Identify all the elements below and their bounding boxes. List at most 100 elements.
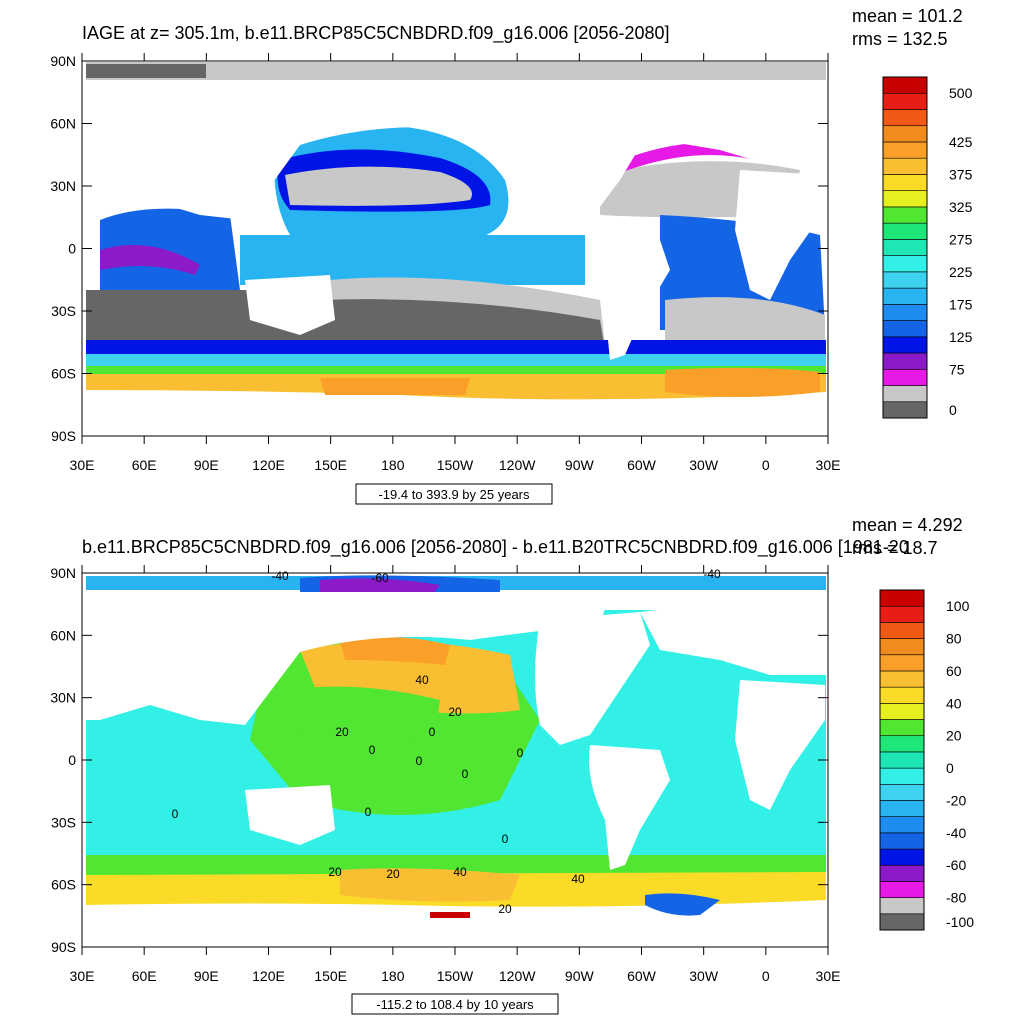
x-tick-label: 60W	[627, 457, 657, 473]
panel-2-x-axis: 30E 60E 90E 120E 150E 180 150W 120W 90W 60W 30W 0 30…	[70, 565, 841, 984]
y-tick-label: 90S	[51, 428, 76, 444]
x-tick-label: 60W	[627, 968, 657, 984]
colorbar-frame	[882, 76, 928, 419]
land-australia	[245, 275, 335, 335]
colorbar-swatch	[879, 848, 925, 866]
land-africa	[735, 170, 825, 300]
panel-1: IAGE at z= 305.1m, b.e11.BRCP85C5CNBDRD.…	[50, 6, 973, 505]
contour-label: 0	[462, 767, 469, 781]
contour-label: 20	[448, 705, 462, 719]
land-europe	[640, 80, 826, 165]
contour-label: 20	[335, 725, 349, 739]
ross-hot	[430, 912, 470, 918]
colorbar-swatch	[882, 320, 928, 338]
colorbar-swatch	[879, 703, 925, 720]
colorbar-label: 100	[946, 598, 970, 614]
colorbar-label: 275	[949, 231, 973, 247]
y-tick-label: 30S	[51, 303, 76, 319]
colorbar-swatch	[882, 239, 928, 256]
land-north-america	[506, 100, 650, 235]
colorbar-label: 175	[949, 296, 973, 312]
colorbar-swatch	[882, 401, 928, 419]
colorbar-swatch	[879, 751, 925, 769]
panel-1-y-axis: 90N 60N 30N 0 30S 60S 90S	[50, 53, 828, 444]
panel-2-contour-labels: -40 -60 -40 40 20 20 0 0 0 0 0 0 0 0 20 20 40 40 20	[172, 567, 721, 916]
panel-2-title: b.e11.BRCP85C5CNBDRD.f09_g16.006 [2056-2…	[82, 537, 909, 558]
arctic-band-dark	[86, 64, 206, 78]
colorbar-label: -40	[946, 825, 966, 841]
colorbar-swatch	[879, 638, 925, 656]
colorbar-swatch	[882, 336, 928, 354]
colorbar-swatch	[879, 881, 925, 898]
contour-label: 20	[386, 867, 400, 881]
y-tick-label: 60S	[51, 877, 76, 893]
contour-label: 0	[416, 754, 423, 768]
x-tick-label: 120E	[252, 457, 285, 473]
southern-ocean-green	[86, 855, 826, 875]
land-south-america	[589, 745, 670, 870]
land-antarctica	[86, 410, 826, 436]
colorbar-swatch	[879, 897, 925, 915]
colorbar-swatch	[879, 654, 925, 672]
panel-2-range-label: -115.2 to 108.4 by 10 years	[376, 997, 534, 1012]
colorbar-swatch	[879, 719, 925, 737]
x-tick-label: 120W	[499, 457, 536, 473]
colorbar-swatch	[879, 686, 925, 704]
colorbar-swatch	[882, 222, 928, 240]
x-tick-label: 0	[762, 457, 770, 473]
y-tick-label: 60S	[51, 366, 76, 382]
x-tick-label: 30E	[70, 968, 95, 984]
equatorial-pacific	[240, 235, 585, 285]
panel-1-x-axis: 30E 60E 90E 120E 150E 180 150W 120W 90W 60W 30W 0 30…	[70, 53, 840, 473]
colorbar-swatch	[882, 76, 928, 94]
panel-2-range-box	[351, 993, 559, 1015]
x-tick-label: 60E	[132, 968, 157, 984]
land-europe	[640, 590, 826, 675]
colorbar-label: -60	[946, 857, 966, 873]
y-tick-label: 90N	[50, 53, 76, 69]
colorbar-label: 425	[949, 134, 973, 150]
colorbar-label: 80	[946, 631, 962, 647]
contour-label: 40	[453, 865, 467, 879]
colorbar-swatch	[882, 304, 928, 321]
arctic-band	[86, 62, 826, 80]
panel-2: b.e11.BRCP85C5CNBDRD.f09_g16.006 [2056-2…	[50, 515, 974, 1015]
land-asia	[86, 82, 610, 220]
x-tick-label: 150E	[314, 968, 347, 984]
x-tick-label: 90E	[194, 457, 219, 473]
x-tick-label: 120W	[499, 968, 536, 984]
colorbar-swatch	[882, 385, 928, 403]
contour-label: -40	[271, 569, 289, 583]
colorbar-swatch	[882, 190, 928, 208]
y-tick-label: 90S	[51, 939, 76, 955]
x-tick-label: 90E	[194, 968, 219, 984]
x-tick-label: 150W	[437, 457, 474, 473]
x-tick-label: 150E	[314, 457, 347, 473]
x-tick-label: 30W	[689, 457, 719, 473]
colorbar-swatch	[882, 174, 928, 191]
panel-2-colorbar: -100 -80 -60 -40 -20 0 20 40 60 80 100	[879, 589, 974, 931]
colorbar-swatch	[882, 287, 928, 305]
north-pacific-green-core	[285, 686, 440, 739]
panel-1-mean: mean = 101.2	[852, 6, 963, 26]
southern-ocean-orange	[340, 868, 520, 902]
colorbar-swatch	[882, 92, 928, 110]
indian-ocean	[100, 208, 240, 290]
contour-label: 20	[328, 865, 342, 879]
colorbar-swatch	[882, 255, 928, 273]
land-antarctica	[86, 918, 826, 947]
colorbar-swatch	[879, 800, 925, 817]
land-australia	[245, 785, 335, 845]
colorbar-label: -100	[946, 914, 974, 930]
colorbar-swatch	[882, 368, 928, 386]
colorbar-swatch	[882, 157, 928, 175]
land-africa	[735, 680, 825, 810]
contour-label: 0	[365, 805, 372, 819]
panel-2-rms: rms = 18.7	[852, 538, 938, 558]
colorbar-swatch	[882, 352, 928, 370]
north-atlantic-magenta	[610, 142, 760, 175]
x-tick-label: 30E	[816, 968, 841, 984]
colorbar-swatch	[879, 735, 925, 753]
y-tick-label: 30S	[51, 814, 76, 830]
